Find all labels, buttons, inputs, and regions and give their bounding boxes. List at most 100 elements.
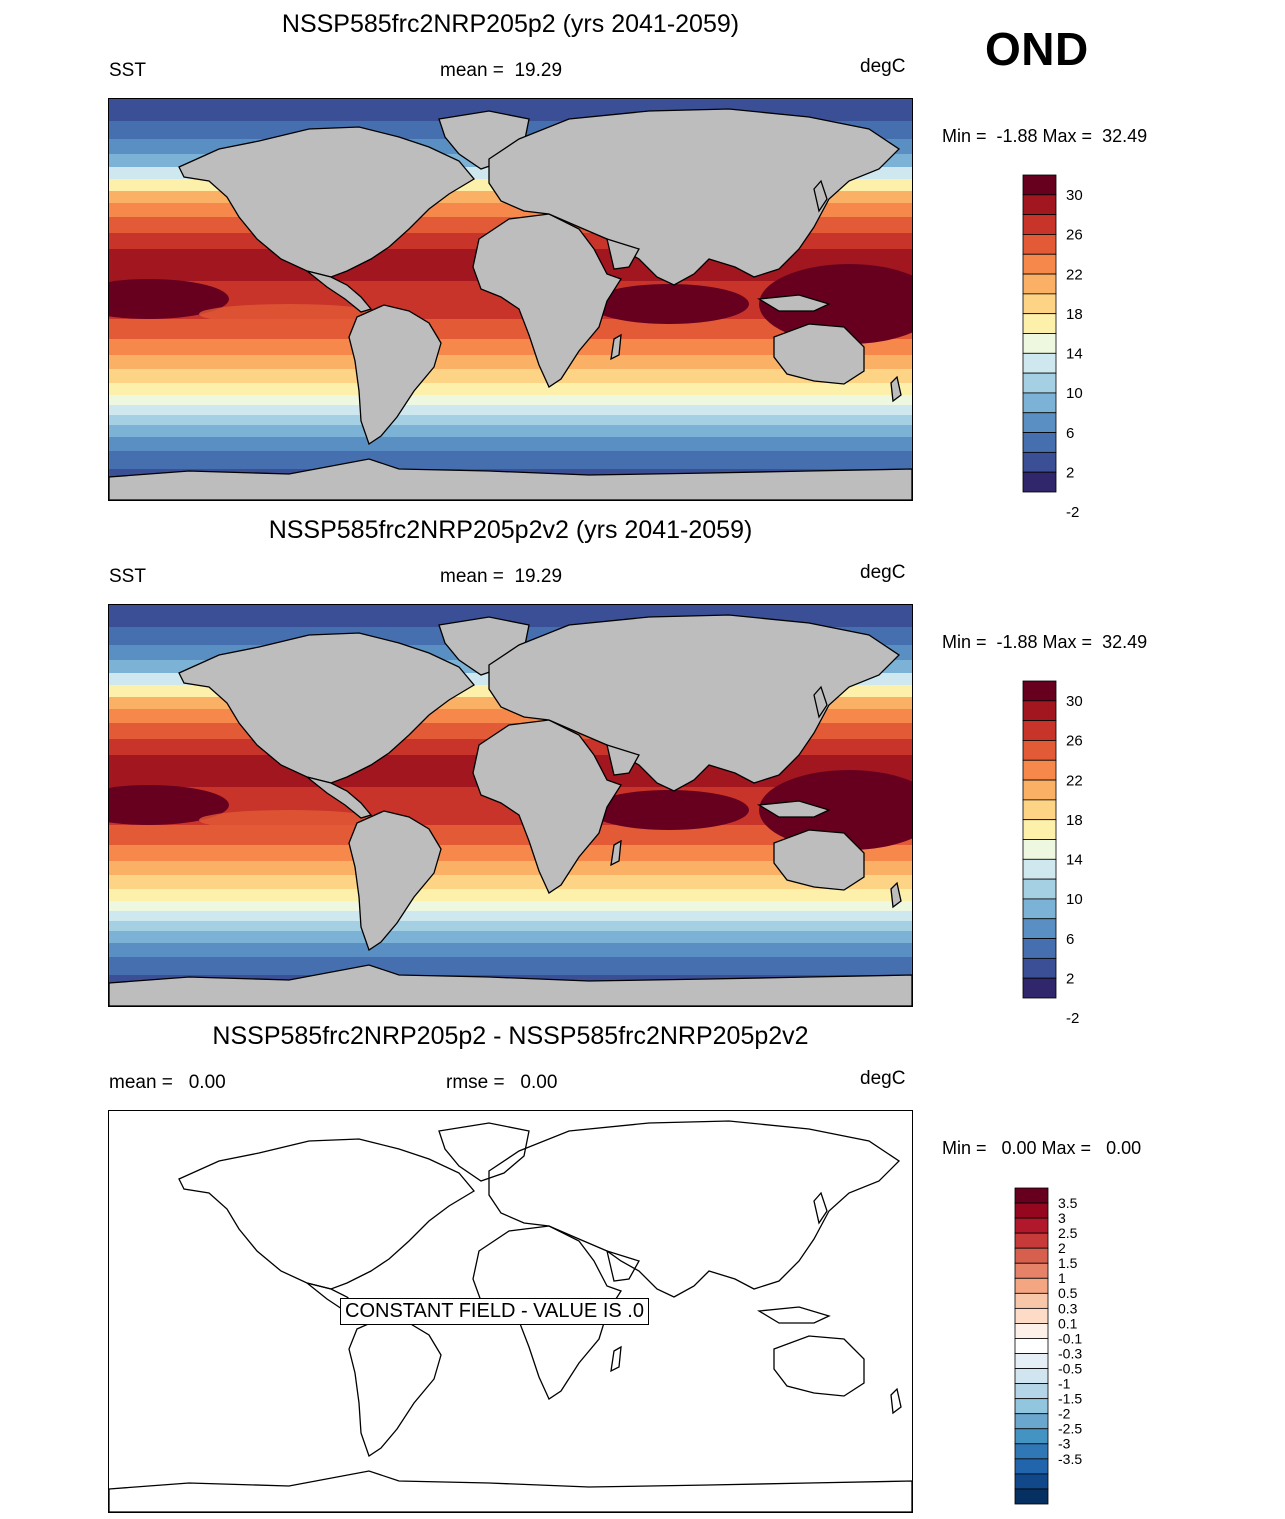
sst-band [109,911,912,921]
sst-colorbar-swatch [1022,392,1057,414]
coastline [773,1335,865,1397]
sst-band [109,437,912,451]
diff-colorbar-swatch [1014,1338,1049,1354]
warm-pool [759,770,912,850]
land-mass [606,238,640,270]
sst-colorbar-tick-label: 30 [1066,693,1083,710]
land-mass [756,800,831,818]
land-mass [890,881,902,909]
sst-band [109,889,912,901]
panel-1-mean-label: mean = 19.29 [440,60,563,81]
panel-3-coastlines [109,1120,912,1512]
diff-colorbar-tick-label: -3.5 [1058,1451,1082,1467]
diff-colorbar-tick-label: 2 [1058,1240,1066,1256]
diff-colorbar-swatch [1014,1187,1049,1204]
panel-3-mean-label: mean = 0.00 [109,1072,226,1093]
sst-colorbar-tick-label: -2 [1066,504,1079,521]
sst-colorbar-swatch [1022,720,1057,741]
diff-colorbar-tick-label: -1 [1058,1376,1071,1392]
coastlines [109,1120,912,1512]
sst-colorbar-swatch [1022,918,1057,939]
land-masses [109,614,912,1006]
diff-colorbar-tick-label: 1 [1058,1270,1066,1286]
warm-pool [109,785,229,825]
diff-colorbar-swatch [1014,1353,1049,1369]
diff-colorbar-swatch [1014,1443,1049,1460]
warm-pool [589,790,749,830]
panel-2-title: NSSP585frc2NRP205p2v2 (yrs 2041-2059) [268,516,753,544]
diff-colorbar-swatch [1014,1458,1049,1475]
sst-band [109,405,912,415]
sst-band [109,369,912,383]
sst-colorbar-swatch [1022,700,1057,722]
sst-colorbar-tick-label: 26 [1066,733,1083,750]
diff-colorbar-swatch [1014,1398,1049,1415]
season-label: OND [985,23,1089,75]
sst-colorbar-tick-label: 2 [1066,970,1074,987]
diff-colorbar-tick-label: 2.5 [1058,1225,1078,1241]
land-mass [348,304,442,446]
sst-colorbar-swatch [1022,432,1057,453]
sst-colorbar-tick-label: 14 [1066,346,1083,363]
coastline [890,1387,902,1415]
land-mass [610,333,622,361]
panel-2-min-max: Min = -1.88 Max = 32.49 [942,632,1148,652]
sst-colorbar-swatch [1022,313,1057,334]
land-mass [488,108,901,286]
land-mass [178,126,475,278]
sst-colorbar-tick-label: 18 [1066,812,1083,829]
land-mass [488,614,901,792]
sst-colorbar-swatch [1022,412,1057,433]
sst-colorbar-swatch [1022,174,1057,196]
panel-1-min-max: Min = -1.88 Max = 32.49 [942,126,1148,146]
coastline [178,1138,475,1290]
diff-colorbar-swatch [1014,1473,1049,1490]
diff-colorbar-tick-label: 0.3 [1058,1300,1078,1316]
coastline [813,1191,828,1225]
diff-colorbar-swatch [1014,1292,1049,1309]
diff-colorbar-swatch [1014,1428,1049,1445]
diff-colorbar-swatch [1014,1383,1049,1400]
land-mass [109,458,912,500]
land-mass [756,294,831,312]
sst-colorbar-swatch [1022,214,1057,235]
diff-colorbar-swatch [1014,1262,1049,1279]
sst-band [109,943,912,957]
diff-colorbar-tick-label: 3.5 [1058,1195,1078,1211]
sst-colorbar-swatch [1022,898,1057,920]
diff-colorbar-tick-label: -0.3 [1058,1345,1082,1361]
land-mass [472,213,622,388]
sst-colorbar-swatch [1022,878,1057,900]
sst-colorbar-tick-label: 22 [1066,266,1083,283]
sst-band [109,861,912,875]
diff-colorbar-tick-label: -2 [1058,1406,1071,1422]
sst-colorbar-swatch [1022,938,1057,959]
diff-colorbar-swatch [1014,1488,1049,1505]
sst-colorbar-swatch [1022,293,1057,315]
sst-band [109,875,912,889]
sst-colorbar-tick-label: 30 [1066,187,1083,204]
panel-2-units-label: degC [860,562,906,583]
panel-1-variable-label: SST [109,60,146,81]
sst-colorbar-tick-label: 22 [1066,772,1083,789]
diff-colorbar-tick-label: -2.5 [1058,1421,1082,1437]
diff-colorbar-swatch [1014,1323,1049,1339]
constant-field-note: CONSTANT FIELD - VALUE IS .0 [340,1298,649,1325]
sst-colorbar-swatch [1022,471,1057,493]
sst-colorbar-swatch [1022,779,1057,801]
sst-colorbar-swatch [1022,194,1057,216]
sst-colorbar-swatch [1022,858,1057,880]
sst-band [109,383,912,395]
sst-band [109,825,912,845]
sst-colorbar-swatch [1022,957,1057,979]
sst-colorbar-tick-label: 26 [1066,227,1083,244]
land-mass [813,685,828,719]
land-mass [773,829,865,891]
panel-2-colorbar: 30 26 22 18 14 10 6 2 -2 [1022,680,1143,1027]
diff-colorbar-tick-label: -0.5 [1058,1360,1082,1376]
sst-band [109,425,912,437]
diff-colorbar-swatch [1014,1217,1049,1234]
land-mass [348,810,442,952]
cold-tongue [199,304,379,324]
sst-colorbar-tick-label: -2 [1066,1010,1079,1027]
